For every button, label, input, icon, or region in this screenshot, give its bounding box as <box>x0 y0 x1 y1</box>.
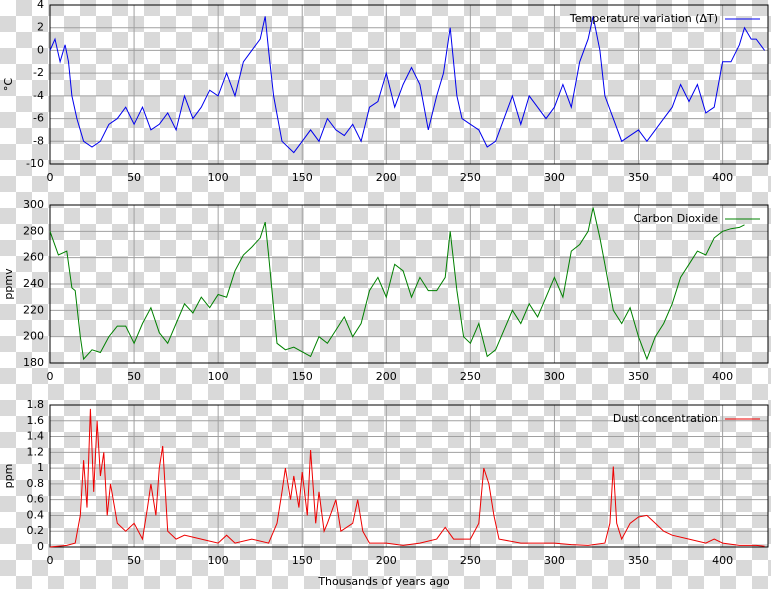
y-tick-label: 2 <box>37 21 44 34</box>
x-tick-label: 150 <box>292 171 313 184</box>
y-tick-label: 0.6 <box>27 493 45 506</box>
x-tick-label: 200 <box>376 370 397 383</box>
y-tick-label: 4 <box>37 0 44 11</box>
x-tick-label: 300 <box>544 171 565 184</box>
x-tick-label: 400 <box>712 370 733 383</box>
y-tick-label: 200 <box>23 330 44 343</box>
x-tick-label: 50 <box>127 554 141 567</box>
x-tick-label: 50 <box>127 370 141 383</box>
x-tick-label: 400 <box>712 171 733 184</box>
legend-label: Dust concentration <box>613 412 718 425</box>
y-tick-label: 260 <box>23 251 44 264</box>
x-axis-title: Thousands of years ago <box>317 575 450 588</box>
x-tick-label: 300 <box>544 370 565 383</box>
y-tick-label: 180 <box>23 356 44 369</box>
y-tick-label: -2 <box>33 66 44 79</box>
y-tick-label: -6 <box>33 112 44 125</box>
y-tick-label: 0 <box>37 540 44 553</box>
data-line <box>49 408 765 548</box>
y-axis-title: ppmv <box>2 268 15 300</box>
y-tick-label: 220 <box>23 303 44 316</box>
plot-frame <box>49 4 769 165</box>
x-tick-label: 0 <box>47 370 54 383</box>
x-tick-label: 200 <box>376 171 397 184</box>
y-tick-label: -8 <box>33 134 44 147</box>
y-tick-label: 0.2 <box>27 524 45 537</box>
y-tick-label: -4 <box>33 89 44 102</box>
y-tick-label: 300 <box>23 198 44 211</box>
x-tick-label: 100 <box>208 370 229 383</box>
x-tick-label: 250 <box>460 370 481 383</box>
y-tick-label: 1.2 <box>27 445 45 458</box>
y-tick-label: 1 <box>37 461 44 474</box>
y-tick-label: 1.4 <box>27 430 45 443</box>
x-tick-label: 250 <box>460 554 481 567</box>
plot-frame <box>49 204 769 364</box>
x-tick-label: 350 <box>628 554 649 567</box>
y-axis-title: ppm <box>2 464 15 489</box>
y-tick-label: -10 <box>26 157 44 170</box>
x-tick-label: 0 <box>47 171 54 184</box>
x-tick-label: 100 <box>208 171 229 184</box>
y-tick-label: 0.8 <box>27 477 45 490</box>
x-tick-label: 150 <box>292 554 313 567</box>
x-tick-label: 400 <box>712 554 733 567</box>
x-tick-label: 250 <box>460 171 481 184</box>
legend-label: Temperature variation (ΔT) <box>569 12 718 25</box>
plot-frame <box>49 404 769 548</box>
y-tick-label: 0 <box>37 43 44 56</box>
data-line <box>49 16 766 154</box>
x-tick-label: 50 <box>127 171 141 184</box>
x-tick-label: 150 <box>292 370 313 383</box>
y-tick-label: 0.4 <box>27 508 45 521</box>
x-tick-label: 100 <box>208 554 229 567</box>
x-tick-label: 0 <box>47 554 54 567</box>
data-line <box>49 207 745 361</box>
legend-label: Carbon Dioxide <box>634 212 719 225</box>
x-tick-label: 350 <box>628 171 649 184</box>
x-tick-label: 300 <box>544 554 565 567</box>
y-tick-label: 240 <box>23 277 44 290</box>
y-tick-label: 280 <box>23 224 44 237</box>
x-tick-label: 350 <box>628 370 649 383</box>
x-tick-label: 200 <box>376 554 397 567</box>
y-tick-label: 1.6 <box>27 414 45 427</box>
y-tick-label: 1.8 <box>27 398 45 411</box>
y-axis-title: °C <box>2 78 15 92</box>
